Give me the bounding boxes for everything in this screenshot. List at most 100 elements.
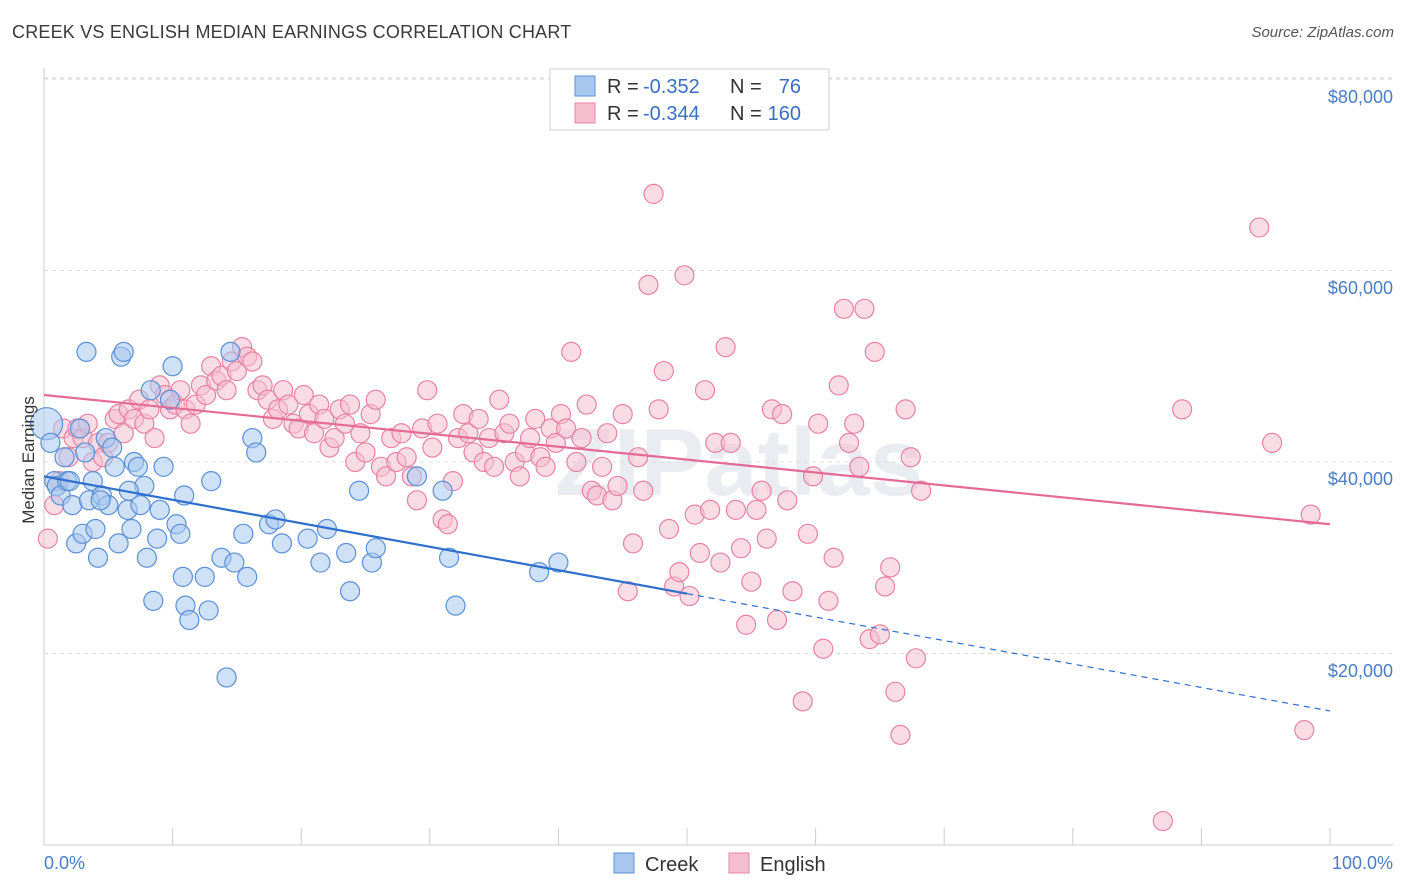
creek-point: [62, 494, 83, 516]
english-point: [628, 447, 649, 468]
english-point: [648, 399, 669, 420]
x-tick-label-min: 0.0%: [44, 853, 85, 873]
creek-point: [348, 480, 370, 501]
english-point: [242, 351, 263, 372]
english-point: [782, 581, 803, 602]
bottom-legend: Creek English: [613, 852, 826, 876]
legend-r-value-english: -0.344: [643, 103, 700, 125]
english-point: [751, 480, 772, 501]
legend-n-value-creek: 76: [779, 76, 801, 98]
creek-point: [220, 341, 241, 362]
english-point: [895, 399, 916, 420]
english-point: [396, 447, 417, 468]
english-point: [489, 389, 510, 410]
creek-point: [297, 528, 318, 549]
creek-point: [130, 494, 151, 516]
english-point: [823, 547, 844, 568]
english-point: [900, 447, 921, 468]
english-point: [844, 413, 865, 434]
legend-swatch-english: [574, 102, 596, 124]
english-point: [849, 456, 870, 477]
creek-point: [198, 600, 219, 621]
creek-point: [76, 341, 97, 362]
creek-point: [140, 380, 161, 401]
creek-point: [136, 547, 157, 568]
english-point: [838, 432, 860, 453]
creek-trend-line-extrapolated: [686, 593, 1331, 712]
english-point: [674, 265, 695, 286]
english-point: [1172, 399, 1193, 420]
english-point: [715, 337, 736, 358]
creek-point: [432, 480, 453, 501]
axes: [43, 68, 1393, 846]
english-point: [427, 413, 448, 434]
english-point: [725, 499, 746, 520]
english-point: [736, 614, 757, 635]
bottom-legend-swatch-english: [728, 852, 750, 874]
english-point: [885, 681, 906, 702]
english-point: [303, 423, 325, 444]
english-point: [890, 724, 911, 745]
creek-point: [153, 456, 174, 477]
english-point: [525, 408, 546, 430]
y-tick-label-80000: $80,000: [1328, 87, 1393, 107]
english-point: [375, 466, 397, 487]
english-point: [144, 427, 165, 449]
english-point: [355, 442, 376, 463]
bottom-legend-swatch-creek: [613, 852, 635, 874]
creek-point: [127, 456, 148, 477]
english-point: [1249, 217, 1270, 238]
creek-point: [149, 499, 170, 520]
creek-point: [445, 595, 466, 616]
english-point: [226, 360, 247, 382]
english-point: [905, 648, 927, 669]
english-point: [679, 585, 700, 607]
creek-point: [121, 518, 142, 540]
bottom-legend-label-english: English: [760, 854, 826, 876]
creek-point: [179, 609, 200, 631]
english-point: [1152, 810, 1173, 832]
creek-point: [143, 590, 164, 611]
creek-point: [75, 442, 96, 463]
english-point: [1262, 432, 1283, 453]
english-point: [880, 557, 901, 578]
english-point: [571, 427, 592, 449]
english-point: [576, 394, 597, 415]
creek-point: [365, 538, 386, 559]
english-point: [278, 394, 299, 415]
english-point: [694, 380, 716, 401]
english-point: [139, 399, 160, 420]
legend-n-value-english: 160: [768, 103, 801, 125]
creek-point: [108, 533, 129, 554]
english-point: [437, 514, 458, 535]
legend-swatch-creek: [574, 75, 596, 97]
english-point: [730, 538, 752, 559]
english-point: [643, 183, 664, 204]
creek-points: [29, 341, 569, 688]
english-point: [622, 533, 644, 554]
english-point: [813, 638, 834, 659]
creek-point: [224, 552, 245, 573]
legend-r-label-english: R =: [607, 103, 639, 125]
trend-lines: [43, 393, 1331, 712]
creek-point: [54, 447, 75, 468]
creek-point: [310, 552, 331, 573]
creek-point: [147, 528, 168, 549]
english-point: [833, 298, 854, 319]
creek-point: [40, 432, 61, 453]
english-point: [633, 480, 654, 501]
english-point: [818, 590, 839, 611]
legend-n-label-creek: N =: [730, 76, 762, 98]
english-point: [391, 423, 412, 444]
legend-r-value-creek: -0.352: [643, 76, 700, 98]
creek-point: [102, 437, 123, 458]
creek-point: [90, 490, 111, 511]
creek-point: [87, 547, 109, 568]
creek-point: [172, 566, 193, 588]
english-point: [864, 341, 885, 362]
creek-point: [406, 466, 428, 487]
creek-point: [237, 566, 258, 588]
english-point: [612, 404, 633, 425]
creek-trend-line: [43, 475, 688, 595]
